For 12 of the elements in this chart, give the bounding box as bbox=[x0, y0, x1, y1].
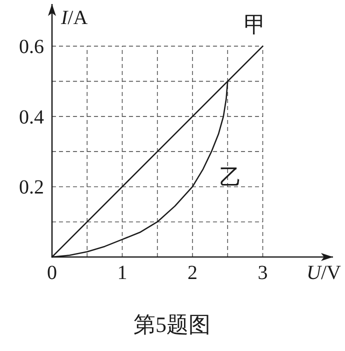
y-axis-title: I/A bbox=[60, 7, 88, 29]
x-tick-label: 2 bbox=[188, 262, 198, 284]
x-axis-title: U/V bbox=[306, 262, 342, 284]
text: 第5题图 bbox=[134, 312, 210, 337]
x-tick-label: 0 bbox=[47, 262, 57, 284]
series-label: 甲 bbox=[244, 12, 266, 38]
y-tick-label: 0.6 bbox=[19, 36, 44, 58]
y-tick-label: 0.2 bbox=[19, 176, 44, 199]
series-label: 乙 bbox=[220, 164, 242, 190]
x-tick-label: 3 bbox=[258, 262, 268, 284]
y-tick-label: 0.4 bbox=[19, 106, 44, 128]
x-tick-label: 1 bbox=[117, 262, 128, 284]
